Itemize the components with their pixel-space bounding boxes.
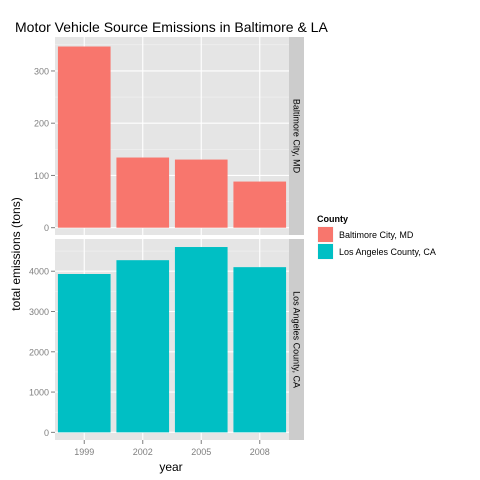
x-axis-title: year — [159, 460, 182, 474]
facet-strip-label: Los Angeles County, CA — [292, 291, 302, 388]
facet-panel: 0 100 200 300 Baltimore City, MD — [34, 37, 304, 235]
facet-strip — [289, 37, 304, 235]
chart-title: Motor Vehicle Source Emissions in Baltim… — [15, 19, 328, 35]
bar — [57, 274, 111, 433]
legend-swatch — [318, 244, 333, 259]
y-tick-label: 200 — [34, 119, 49, 129]
y-tick-label: 2000 — [29, 347, 49, 357]
facet-panel: 0 1000 2000 3000 4000 Los Angeles County, CA — [29, 239, 304, 440]
facet-panels: 0 100 200 300 Baltimore City, MD 0 1000 2000 300… — [29, 37, 304, 440]
x-tick-label: 2002 — [133, 447, 153, 457]
legend-swatch — [318, 227, 333, 242]
bar — [174, 159, 228, 228]
facet-strip-label: Baltimore City, MD — [292, 99, 302, 174]
bar — [116, 260, 170, 433]
bar — [116, 157, 170, 228]
y-tick-label: 4000 — [29, 267, 49, 277]
bar — [233, 181, 287, 228]
y-tick-label: 0 — [44, 428, 49, 438]
bar — [57, 46, 111, 228]
legend-label: Baltimore City, MD — [339, 230, 414, 240]
x-tick-label: 2008 — [250, 447, 270, 457]
bar — [233, 267, 287, 433]
legend-label: Los Angeles County, CA — [339, 247, 436, 257]
y-tick-label: 300 — [34, 66, 49, 76]
x-tick-label: 2005 — [191, 447, 211, 457]
x-tick-label: 1999 — [74, 447, 94, 457]
x-axis: 1999 2002 2005 2008 — [74, 440, 270, 457]
y-tick-label: 100 — [34, 171, 49, 181]
y-tick-label: 0 — [44, 223, 49, 233]
bar — [174, 247, 228, 433]
y-axis-title: total emissions (tons) — [9, 197, 23, 310]
legend-title: County — [317, 214, 348, 224]
facet-strip — [289, 239, 304, 440]
y-tick-label: 1000 — [29, 388, 49, 398]
y-tick-label: 3000 — [29, 307, 49, 317]
legend: County Baltimore City, MD Los Angeles Cou… — [316, 214, 436, 261]
